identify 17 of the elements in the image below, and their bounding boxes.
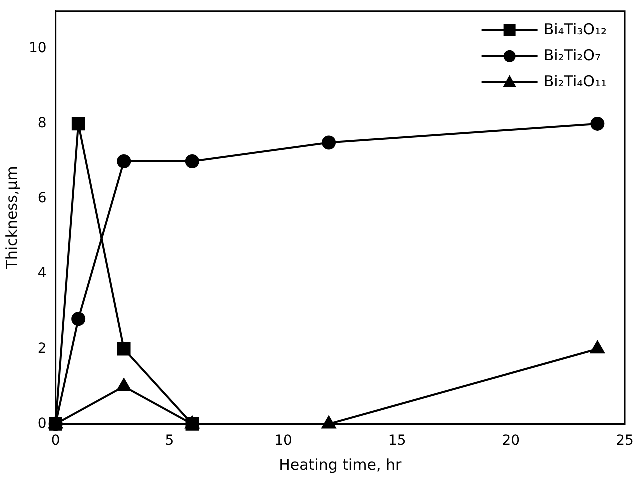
y-axis-title: Thickness,µm	[2, 166, 21, 270]
y-tick-label: 4	[38, 266, 47, 282]
y-tick-label: 0	[38, 416, 47, 432]
y-tick-label: 8	[38, 116, 47, 132]
y-tick-label: 10	[28, 40, 47, 57]
x-tick-label: 20	[502, 433, 520, 450]
y-tick-label: 2	[38, 340, 47, 357]
x-tick-label: 15	[388, 433, 406, 450]
x-tick-label: 0	[51, 433, 60, 450]
x-tick-label: 5	[165, 433, 174, 450]
x-axis-title: Heating time, hr	[279, 456, 403, 474]
x-tick-label: 10	[274, 433, 292, 450]
y-tick-label: 6	[38, 190, 47, 207]
x-tick-label: 25	[616, 433, 634, 450]
legend-label: Bi₂Ti₂O₇	[544, 46, 601, 64]
legend-label: Bi₄Ti₃O₁₂	[544, 20, 607, 38]
legend-label: Bi₂Ti₄O₁₁	[544, 72, 607, 90]
